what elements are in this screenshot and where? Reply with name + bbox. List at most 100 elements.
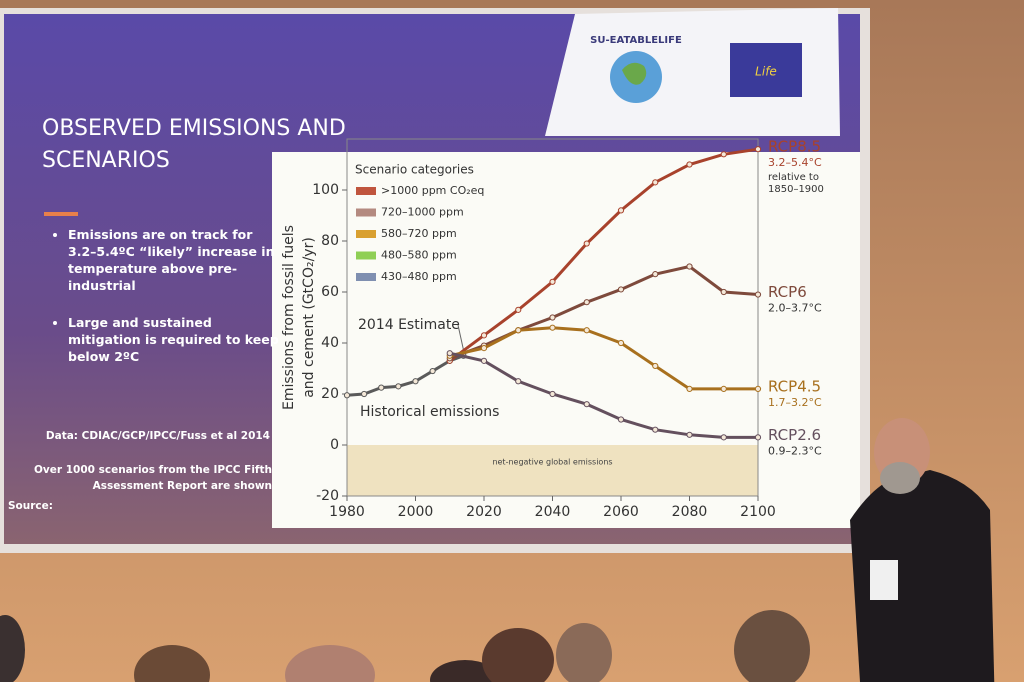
legend-swatch: [356, 251, 376, 260]
series-range: 3.2–5.4°C: [768, 156, 822, 169]
logo-text: SU-EATABLELIFE: [590, 35, 682, 46]
series-point: [754, 291, 762, 298]
series-point: [720, 151, 727, 158]
series-point: [583, 327, 590, 334]
series-point: [652, 362, 659, 370]
bullet: Large and sustained mitigation is requir…: [68, 314, 283, 365]
series-point: [361, 390, 368, 398]
series-point: [480, 332, 488, 339]
y-tick-label: 60: [321, 284, 339, 300]
legend-swatch: [356, 273, 376, 281]
x-tick-label: 2000: [398, 504, 434, 520]
badge: [870, 560, 898, 600]
series-line: [449, 326, 758, 391]
series-point: [480, 357, 488, 364]
eu-flag: [730, 43, 802, 97]
series-range: 1.7–3.2°C: [768, 396, 822, 409]
audience: [134, 645, 210, 682]
series-point: [617, 339, 625, 347]
series-point: [515, 306, 522, 313]
bullet: Emissions are on track for 3.2–5.4ºC “li…: [68, 226, 283, 294]
series-range: 2.0–3.7°C: [768, 302, 822, 315]
series-point: [583, 240, 590, 247]
series-point: [549, 314, 556, 321]
series-note: relative to: [768, 172, 819, 183]
legend-swatch: [356, 187, 376, 195]
series-point: [395, 383, 402, 390]
series-point: [652, 179, 659, 186]
header-band: [545, 8, 840, 136]
x-tick-label: 2080: [672, 504, 708, 520]
series-point: [754, 146, 762, 153]
series-line: [448, 147, 759, 363]
x-tick-label: 2100: [740, 504, 776, 520]
series-range: 0.9–2.3°C: [768, 444, 822, 457]
x-tick-label: 2020: [466, 504, 502, 520]
series-point: [429, 367, 436, 375]
legend-title: Scenario categories: [355, 163, 474, 177]
series-point: [549, 324, 556, 331]
series-label: RCP2.6: [768, 426, 821, 444]
estimate-label: 2014 Estimate: [358, 317, 460, 333]
series-point: [617, 286, 625, 293]
series-point: [720, 385, 727, 392]
x-tick-label: 1980: [329, 504, 365, 520]
series-point: [652, 426, 659, 433]
series-point: [446, 350, 453, 357]
series-point: [515, 327, 522, 334]
legend-label: 430–480 ppm: [381, 270, 457, 283]
series-point: [617, 416, 625, 423]
speaker-beard: [880, 462, 920, 494]
series-line: [449, 351, 758, 439]
y-tick-label: 20: [321, 386, 339, 402]
audience: [734, 610, 810, 682]
series-point: [583, 299, 590, 306]
y-axis-label: and cement (GtCO₂/yr): [301, 237, 317, 398]
audience: [556, 623, 612, 682]
x-tick-label: 2040: [535, 504, 571, 520]
y-tick-label: 80: [321, 233, 339, 249]
series-label: RCP8.5: [768, 138, 821, 156]
series-point: [480, 345, 488, 352]
legend-label: >1000 ppm CO₂eq: [381, 184, 484, 197]
series-point: [617, 207, 625, 214]
title-rule: [44, 212, 78, 216]
series-note: 1850–1900: [768, 184, 824, 195]
note: Over 1000 scenarios from the IPCC Fifth …: [34, 464, 272, 492]
legend-swatch: [356, 208, 376, 217]
audience: [482, 628, 554, 682]
audience: [430, 660, 500, 682]
x-tick-label: 2060: [603, 504, 639, 520]
series-point: [343, 392, 351, 399]
series-label: RCP6: [768, 283, 807, 301]
slide-title: OBSERVED EMISSIONS AND SCENARIOS: [42, 116, 346, 173]
series-point: [652, 271, 659, 278]
speaker-body: [850, 470, 995, 682]
leader: [457, 324, 464, 350]
series-point: [754, 385, 762, 392]
y-tick-label: -20: [316, 488, 339, 504]
series-point: [686, 161, 693, 168]
negative-region: [347, 445, 758, 496]
bullets: Emissions are on track for 3.2–5.4ºC “li…: [40, 226, 283, 385]
series-label: RCP4.5: [768, 377, 821, 395]
series-point: [378, 384, 385, 391]
eu-logo-text: Life: [755, 65, 777, 79]
audience: [0, 615, 25, 682]
source-label: Source:: [8, 500, 53, 512]
data-credit: Data: CDIAC/GCP/IPCC/Fuss et al 2014: [45, 430, 270, 442]
series-point: [412, 378, 419, 385]
series-point: [686, 385, 693, 392]
series-point: [686, 431, 693, 438]
series-label: Historical emissions: [360, 404, 499, 420]
legend-label: 580–720 ppm: [381, 227, 457, 240]
series-point: [754, 434, 762, 441]
audience: [285, 645, 375, 682]
series-point: [686, 263, 693, 270]
legend-label: 480–580 ppm: [381, 249, 457, 262]
legend-label: 720–1000 ppm: [381, 206, 464, 219]
y-tick-label: 40: [321, 335, 339, 351]
negative-label: net-negative global emissions: [492, 458, 612, 467]
